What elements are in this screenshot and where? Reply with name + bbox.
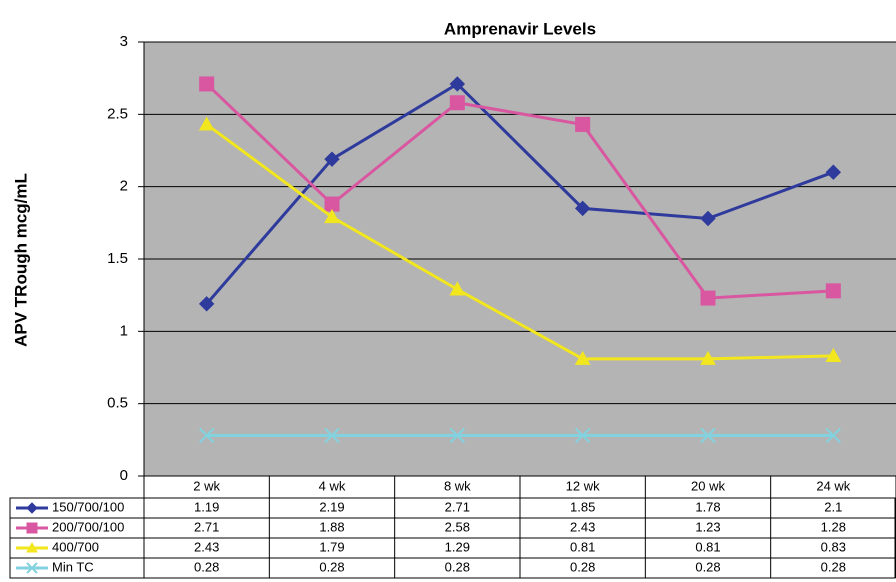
table-cell: 0.28 xyxy=(695,559,720,574)
table-cell: 1.28 xyxy=(821,519,846,534)
table-cell: 2.43 xyxy=(570,519,595,534)
table-cell: 2.71 xyxy=(194,519,219,534)
marker xyxy=(324,427,340,444)
marker xyxy=(575,116,591,132)
marker xyxy=(574,350,591,365)
y-tick-label: 2.5 xyxy=(107,105,128,122)
legend-label: Min TC xyxy=(52,559,94,574)
y-tick-label: 2 xyxy=(120,178,128,195)
marker xyxy=(26,522,38,534)
series-line xyxy=(205,123,834,361)
marker xyxy=(449,76,466,92)
table-cell: 1.19 xyxy=(194,499,219,514)
x-tick-label: 12 wk xyxy=(566,478,600,493)
table-cell: 0.28 xyxy=(319,559,344,574)
x-tick-label: 4 wk xyxy=(319,478,346,493)
table-cell: 2.71 xyxy=(445,499,470,514)
marker xyxy=(825,283,841,299)
marker xyxy=(574,200,591,217)
marker xyxy=(700,290,716,306)
marker xyxy=(449,427,466,444)
marker xyxy=(574,427,591,444)
table-cell: 2.43 xyxy=(194,539,219,554)
chart-title: Amprenavir Levels xyxy=(444,19,596,38)
marker xyxy=(26,562,38,574)
marker xyxy=(700,350,716,365)
table-cell: 0.81 xyxy=(695,539,720,554)
table-cell: 1.85 xyxy=(570,499,595,514)
y-tick-label: 3 xyxy=(120,33,128,50)
legend-label: 400/700 xyxy=(52,539,99,554)
table-cell: 1.79 xyxy=(319,539,344,554)
marker xyxy=(825,164,842,180)
table-cell: 0.83 xyxy=(821,539,846,554)
table-cell: 1.23 xyxy=(695,519,720,534)
table-cell: 2.58 xyxy=(445,519,470,534)
marker xyxy=(825,427,842,444)
legend-label: 200/700/100 xyxy=(52,519,124,534)
table-row xyxy=(9,557,896,579)
table-cell: 0.81 xyxy=(570,539,595,554)
marker xyxy=(449,281,466,296)
y-tick-label: 0.5 xyxy=(107,395,128,412)
marker xyxy=(825,347,842,363)
y-axis-label: APV TRough mcg/mL xyxy=(11,173,30,347)
table-cell: 0.28 xyxy=(194,559,219,574)
marker xyxy=(324,151,340,167)
y-tick-label: 0 xyxy=(120,467,128,484)
legend-label: 150/700/100 xyxy=(52,499,124,514)
table-cell: 1.29 xyxy=(445,539,470,554)
marker xyxy=(198,427,215,444)
x-tick-label: 2 wk xyxy=(193,478,220,493)
marker xyxy=(26,502,38,514)
series-line xyxy=(205,82,834,300)
table-cell: 2.19 xyxy=(319,499,344,514)
marker xyxy=(324,209,340,224)
table-cell: 0.28 xyxy=(570,559,595,574)
marker xyxy=(324,196,340,212)
marker xyxy=(198,296,215,312)
table-cell: 0.28 xyxy=(445,559,470,574)
x-tick-label: 24 wk xyxy=(816,478,850,493)
marker xyxy=(199,76,215,92)
marker xyxy=(700,210,716,227)
y-tick-label: 1.5 xyxy=(107,250,128,267)
marker xyxy=(198,116,215,131)
table-cell: 1.88 xyxy=(319,519,344,534)
marker xyxy=(700,427,716,444)
table-cell: 1.78 xyxy=(695,499,720,514)
marker xyxy=(449,95,465,111)
x-tick-label: 20 wk xyxy=(691,478,725,493)
x-tick-label: 8 wk xyxy=(444,478,471,493)
y-tick-label: 1 xyxy=(120,322,128,339)
table-cell: 0.28 xyxy=(821,559,846,574)
marker xyxy=(26,541,38,553)
table-cell: 2.1 xyxy=(824,499,842,514)
